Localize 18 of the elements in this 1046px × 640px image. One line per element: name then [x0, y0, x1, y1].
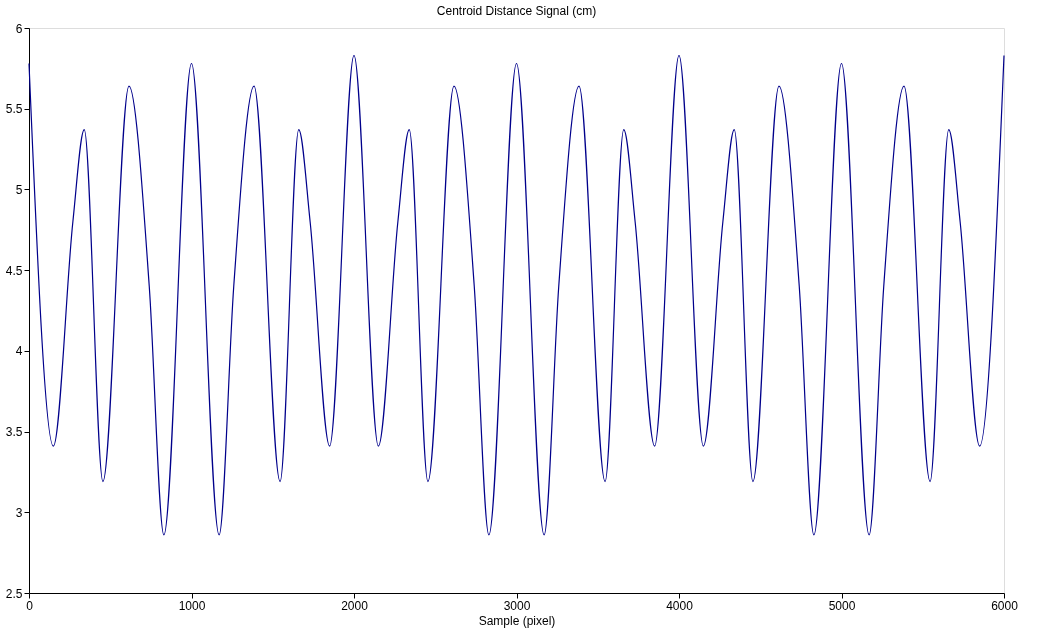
y-tick-label: 2.5	[5, 586, 23, 601]
x-axis-title: Sample (pixel)	[478, 613, 556, 628]
y-tick-label: 3	[15, 505, 23, 520]
x-tick-label: 1000	[178, 598, 206, 613]
y-tick-label: 5.5	[5, 102, 23, 117]
y-tick-label: 4.5	[5, 263, 23, 278]
x-tick-label: 0	[26, 598, 34, 613]
y-tick-label: 6	[15, 21, 23, 36]
y-tick-label: 4	[15, 344, 23, 359]
x-tick-label: 2000	[341, 598, 369, 613]
x-tick-label: 3000	[503, 598, 531, 613]
x-tick-label: 5000	[828, 598, 856, 613]
x-tick-label: 6000	[991, 598, 1019, 613]
y-tick-label: 5	[15, 182, 23, 197]
y-tick-label: 3.5	[5, 425, 23, 440]
chart-title: Centroid Distance Signal (cm)	[436, 4, 597, 18]
line-series	[28, 54, 1005, 536]
x-tick-label: 4000	[666, 598, 694, 613]
